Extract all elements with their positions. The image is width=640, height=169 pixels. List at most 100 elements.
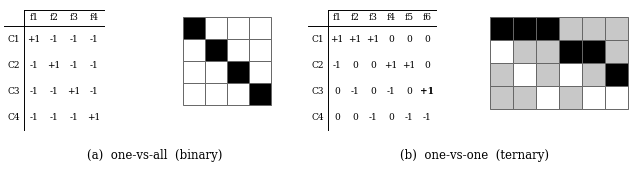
Text: f1: f1 [29,14,38,22]
Text: 0: 0 [406,34,412,43]
Text: 0: 0 [406,87,412,95]
Bar [183,39,205,61]
Text: -1: -1 [90,34,99,43]
Text: 0: 0 [334,113,340,122]
Text: 0: 0 [352,61,358,69]
Text: C1: C1 [8,34,20,43]
Bar [249,17,271,39]
Text: -1: -1 [29,61,38,69]
Bar [227,39,249,61]
Bar [582,40,605,63]
Text: -1: -1 [29,113,38,122]
Text: -1: -1 [50,113,58,122]
Text: -1: -1 [50,34,58,43]
Text: f4: f4 [387,14,396,22]
Text: 0: 0 [388,34,394,43]
Text: 0: 0 [424,61,430,69]
Bar [605,63,628,86]
Text: (b)  one-vs-one  (ternary): (b) one-vs-one (ternary) [401,149,550,162]
Text: C4: C4 [8,113,20,122]
Text: C3: C3 [8,87,20,95]
Text: f3: f3 [369,14,378,22]
Bar [205,17,227,39]
Text: +1: +1 [403,61,415,69]
Bar [227,83,249,105]
Text: -1: -1 [70,113,78,122]
Bar [536,86,559,109]
Bar [490,17,513,40]
Bar [227,17,249,39]
Text: -1: -1 [50,87,58,95]
Bar [513,17,536,40]
Bar [536,40,559,63]
Bar [605,17,628,40]
Text: +1: +1 [47,61,61,69]
Bar [536,17,559,40]
Bar [605,40,628,63]
Text: 0: 0 [424,34,430,43]
Text: -1: -1 [404,113,413,122]
Text: +1: +1 [28,34,40,43]
Text: C2: C2 [8,61,20,69]
Text: -1: -1 [70,61,78,69]
Bar [183,61,205,83]
Bar [490,86,513,109]
Text: -1: -1 [333,61,341,69]
Text: +1: +1 [420,87,434,95]
Text: 0: 0 [370,61,376,69]
Text: -1: -1 [351,87,360,95]
Bar [582,86,605,109]
Text: 0: 0 [370,87,376,95]
Text: -1: -1 [90,61,99,69]
Text: +1: +1 [67,87,81,95]
Text: C4: C4 [312,113,324,122]
Bar [205,61,227,83]
Bar [513,40,536,63]
Text: f3: f3 [70,14,79,22]
Bar [559,17,582,40]
Text: -1: -1 [387,87,396,95]
Bar [559,86,582,109]
Bar [582,17,605,40]
Bar [490,63,513,86]
Text: f2: f2 [49,14,58,22]
Bar [249,39,271,61]
Text: -1: -1 [70,34,78,43]
Text: +1: +1 [330,34,344,43]
Text: -1: -1 [369,113,378,122]
Text: 0: 0 [352,113,358,122]
Text: -1: -1 [29,87,38,95]
Text: +1: +1 [366,34,380,43]
Text: C3: C3 [312,87,324,95]
Text: f5: f5 [404,14,413,22]
Text: C1: C1 [312,34,324,43]
Bar [536,63,559,86]
Text: f6: f6 [422,14,431,22]
Bar [559,63,582,86]
Bar [249,83,271,105]
Bar [513,86,536,109]
Text: f4: f4 [90,14,99,22]
Bar [490,40,513,63]
Bar [582,63,605,86]
Text: +1: +1 [348,34,362,43]
Bar [513,63,536,86]
Text: f2: f2 [351,14,360,22]
Bar [227,61,249,83]
Bar [205,83,227,105]
Text: 0: 0 [334,87,340,95]
Bar [205,39,227,61]
Text: (a)  one-vs-all  (binary): (a) one-vs-all (binary) [87,149,223,162]
Text: +1: +1 [88,113,100,122]
Bar [559,40,582,63]
Text: f1: f1 [333,14,342,22]
Text: -1: -1 [422,113,431,122]
Text: C2: C2 [312,61,324,69]
Bar [183,17,205,39]
Text: 0: 0 [388,113,394,122]
Text: +1: +1 [385,61,397,69]
Bar [183,83,205,105]
Bar [249,61,271,83]
Bar [605,86,628,109]
Text: -1: -1 [90,87,99,95]
